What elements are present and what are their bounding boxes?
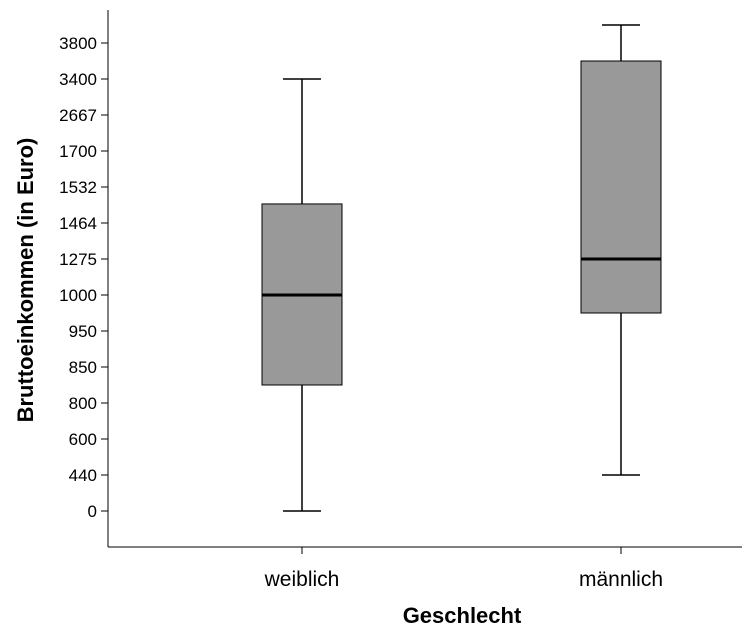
y-ticks: 0 440 600 800 850 950 1000 1275 1464 1532 1700 2667…	[59, 34, 108, 521]
y-tick-label: 1700	[59, 142, 97, 161]
axes	[107, 10, 742, 548]
x-tick-label: männlich	[579, 568, 663, 591]
y-tick-label: 800	[69, 394, 97, 413]
y-tick-label: 440	[69, 466, 97, 485]
y-tick-label: 3400	[59, 70, 97, 89]
y-axis-title: Bruttoeinkommen (in Euro)	[13, 138, 38, 423]
y-tick-label: 600	[69, 430, 97, 449]
y-tick-label: 1464	[59, 214, 97, 233]
boxes	[261, 24, 662, 512]
x-ticks: weiblich männlich	[264, 547, 663, 591]
y-tick-label: 850	[69, 358, 97, 377]
y-tick-label: 1000	[59, 286, 97, 305]
iqr-box	[580, 60, 662, 314]
y-tick-label: 0	[88, 502, 97, 521]
box-männlich	[580, 24, 662, 476]
box-weiblich	[261, 78, 343, 512]
x-axis-title: Geschlecht	[403, 603, 522, 627]
y-tick-label: 2667	[59, 106, 97, 125]
y-tick-label: 950	[69, 322, 97, 341]
y-tick-label: 3800	[59, 34, 97, 53]
y-tick-label: 1532	[59, 178, 97, 197]
y-tick-label: 1275	[59, 250, 97, 269]
x-tick-label: weiblich	[264, 568, 340, 591]
